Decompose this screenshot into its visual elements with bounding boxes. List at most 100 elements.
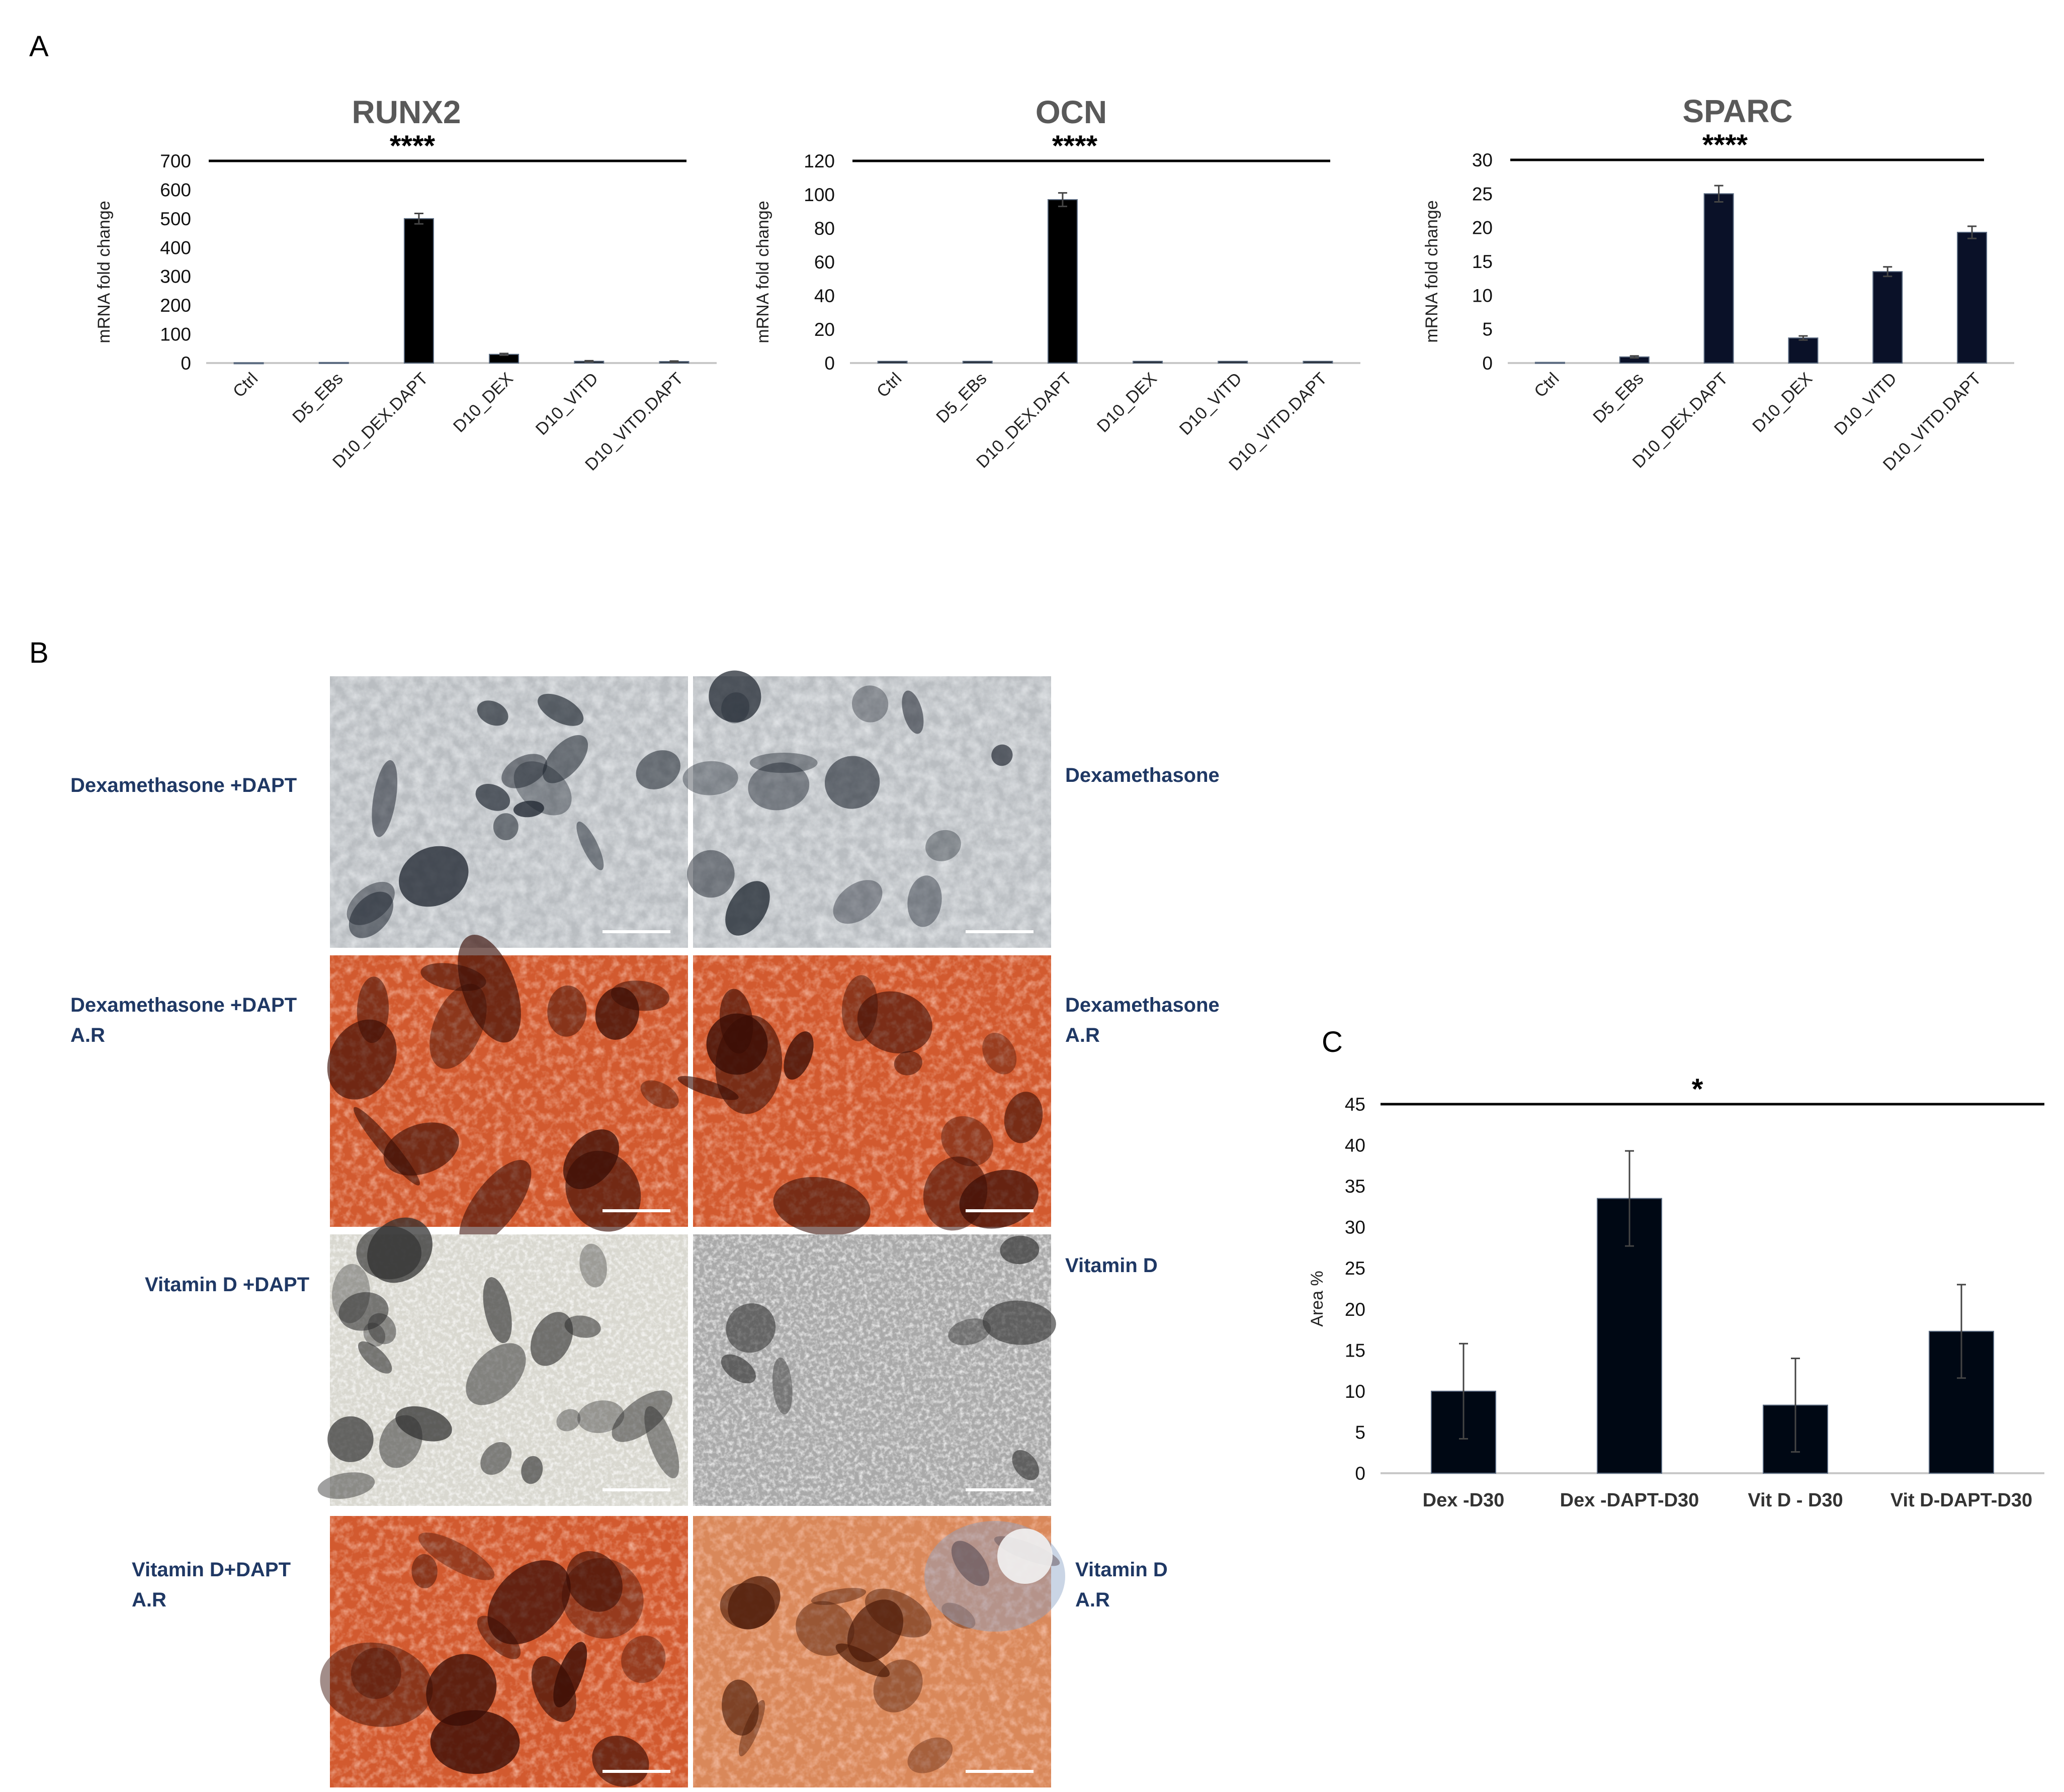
panel-c-letter: C (1322, 1026, 1343, 1058)
sparc-ytick-label: 15 (1472, 251, 1493, 272)
micrograph-aggregate (327, 1416, 374, 1462)
micrograph-vitd-ar (693, 1516, 1065, 1787)
micrograph-aggregate (418, 1532, 495, 1580)
micrograph-label: Dexamethasone +DAPT (70, 774, 297, 796)
micrograph-aggregate (429, 983, 487, 1069)
sparc-ytick-label: 25 (1472, 184, 1493, 204)
micrograph-aggregate (579, 1243, 607, 1288)
sparc-category-label: D10_VITD (1831, 369, 1901, 439)
sparc-ytick-label: 20 (1472, 218, 1493, 238)
micrograph-label: A.R (70, 1024, 105, 1046)
micrograph-label: Vitamin D+DAPT (132, 1559, 291, 1581)
micrograph-aggregate (483, 1277, 512, 1343)
micrograph-aggregate (687, 850, 735, 898)
micrograph-aggregate (749, 752, 818, 773)
micrograph-aggregate (865, 1588, 932, 1638)
ocn-category-label: D10_VITD (1176, 369, 1246, 439)
micrograph-aggregate (721, 1354, 756, 1384)
ocn-ytick-label: 80 (814, 218, 835, 239)
micrograph-aggregate (748, 762, 810, 811)
micrograph-aggregate (556, 1409, 581, 1431)
ocn-title: OCN (1036, 94, 1107, 130)
sparc-bar (1534, 362, 1565, 364)
micrograph-dex (682, 670, 1051, 948)
sparc-category-label: D5_EBs (1589, 369, 1647, 427)
micrograph-aggregate (894, 1051, 922, 1076)
micrograph-label: Dexamethasone (1065, 994, 1220, 1016)
micrograph-aggregate (475, 784, 510, 811)
runx2-ytick-label: 700 (160, 151, 191, 171)
micrograph-dex-dapt-ar (327, 935, 688, 1248)
micrograph-aggregate (538, 693, 584, 726)
micrograph-aggregate (363, 1322, 385, 1347)
chart-runx2: RUNX2**** 0 100 200 300 400 500 600 700 mRNA fold… (95, 94, 717, 475)
area-ytick-label: 0 (1355, 1463, 1365, 1484)
micrograph-aggregate (621, 1635, 666, 1683)
micrograph-aggregate (857, 991, 932, 1054)
runx2-ytick-label: 400 (160, 237, 191, 258)
micrograph-label: A.R (1065, 1024, 1100, 1046)
micrograph-aggregate (796, 1601, 854, 1656)
micrograph-aggregate (543, 735, 588, 783)
micrograph-grid: Dexamethasone +DAPT Dexamethasone Dexameth… (70, 670, 1220, 1787)
micrograph-aggregate (873, 1659, 923, 1713)
micrograph-aggregate (356, 1226, 421, 1280)
micrograph-aggregate (824, 756, 880, 809)
micrograph-dex-ar (677, 955, 1051, 1236)
micrograph-aggregate (430, 1710, 520, 1774)
micrograph-aggregate (833, 880, 883, 924)
sparc-title: SPARC (1682, 93, 1792, 129)
runx2-y-axis-label: mRNA fold change (95, 201, 114, 343)
micrograph-aggregate (547, 985, 587, 1037)
chart-ocn: OCN**** 0 20 40 60 80 100 120 mRNA fold change Ct… (753, 94, 1360, 475)
ocn-bar (1047, 199, 1078, 364)
micrograph-aggregate (706, 1013, 768, 1075)
micrograph-aggregate (725, 881, 770, 936)
micrograph-aggregate (521, 1456, 543, 1484)
area-ytick-label: 30 (1345, 1217, 1365, 1238)
micrograph-aggregate (636, 750, 680, 789)
runx2-bar (318, 362, 349, 364)
micrograph-aggregate (1012, 1450, 1040, 1480)
micrograph-vitd-dapt (317, 1217, 688, 1506)
micrograph-aggregate (477, 700, 508, 726)
micrograph-aggregate (902, 690, 924, 734)
runx2-ytick-label: 100 (160, 324, 191, 345)
micrograph-aggregate (847, 1599, 904, 1662)
area-y-axis-label: Area % (1308, 1271, 1327, 1327)
micrograph-aggregate (327, 1019, 397, 1100)
ocn-bar (1218, 361, 1248, 364)
micrograph-aggregate (991, 744, 1013, 766)
micrograph-aggregate (368, 1313, 396, 1345)
runx2-category-label: D10_DEX (450, 369, 517, 436)
runx2-bar (403, 218, 434, 364)
micrograph-aggregate (983, 1300, 1056, 1345)
micrograph-aggregate (530, 1312, 573, 1366)
runx2-ytick-label: 0 (181, 353, 191, 374)
micrograph-vitd (693, 1234, 1056, 1506)
runx2-ytick-label: 600 (160, 180, 191, 200)
ocn-ytick-label: 0 (824, 353, 835, 374)
micrograph-aggregate (513, 800, 544, 818)
sparc-ytick-label: 5 (1482, 319, 1493, 340)
micrograph-aggregate (726, 1303, 776, 1353)
area-category-label: Dex -D30 (1423, 1490, 1505, 1511)
micrograph-aggregate (317, 1472, 375, 1499)
micrograph-label: A.R (1075, 1589, 1110, 1611)
area-ytick-label: 20 (1345, 1299, 1365, 1320)
micrograph-vitd-dapt-ar (320, 1516, 688, 1787)
micrograph-label: Dexamethasone +DAPT (70, 994, 297, 1016)
micrograph-aggregate (709, 670, 761, 723)
ocn-category-label: D5_EBs (932, 369, 990, 427)
micrograph-aggregate (459, 1160, 532, 1248)
micrograph-aggregate (320, 1642, 433, 1727)
micrograph-aggregate (531, 1656, 576, 1722)
area-ytick-label: 40 (1345, 1135, 1365, 1156)
micrograph-aggregate (426, 1654, 497, 1726)
micrograph-aggregate (477, 1616, 521, 1659)
sparc-significance-stars: **** (1702, 129, 1748, 161)
area-ytick-label: 35 (1345, 1176, 1365, 1197)
micrograph-aggregate (395, 1406, 452, 1442)
micrograph-aggregate (353, 1107, 420, 1186)
